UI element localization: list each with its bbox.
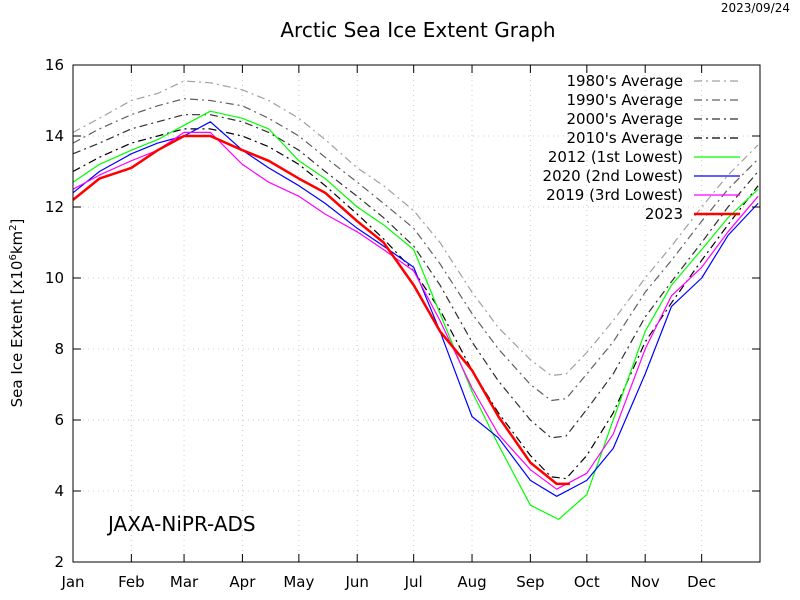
y-tick-label: 2 (54, 553, 64, 571)
chart-title: Arctic Sea Ice Extent Graph (280, 18, 555, 42)
legend-label: 2019 (3rd Lowest) (546, 186, 683, 204)
x-tick-label: Nov (631, 573, 660, 591)
y-tick-label: 16 (45, 56, 64, 74)
legend-label: 2023 (645, 205, 683, 223)
legend-label: 2010's Average (567, 129, 683, 147)
series-line-1980-s-average (72, 80, 759, 377)
x-tick-label: Jan (60, 573, 84, 591)
y-axis-label: Sea Ice Extent [x106km2] (8, 219, 26, 408)
source-annotation: JAXA-NiPR-ADS (106, 512, 256, 536)
y-tick-label: 10 (45, 269, 64, 287)
plot-frame (72, 64, 761, 563)
x-tick-label: Apr (229, 573, 256, 591)
y-tick-label: 4 (54, 482, 64, 500)
x-tick-label: Aug (457, 573, 486, 591)
y-tick-label: 8 (54, 340, 64, 358)
x-tick-label: Feb (118, 573, 145, 591)
legend-label: 2012 (1st Lowest) (548, 148, 683, 166)
y-tick-label: 6 (54, 411, 64, 429)
x-tick-label: Jun (344, 573, 368, 591)
series-line-2012-1st-lowest- (72, 110, 759, 521)
legend-label: 2020 (2nd Lowest) (543, 167, 683, 185)
y-tick-label: 12 (45, 198, 64, 216)
x-tick-label: May (283, 573, 314, 591)
x-tick-label: Sep (516, 573, 544, 591)
legend-label: 1980's Average (567, 72, 683, 90)
legend-label: 1990's Average (567, 91, 683, 109)
series-line-2000-s-average (72, 114, 759, 439)
x-tick-label: Dec (687, 573, 716, 591)
x-tick-label: Mar (170, 573, 199, 591)
series-line-2019-3rd-lowest- (72, 131, 759, 490)
x-tick-label: Oct (574, 573, 600, 591)
legend-label: 2000's Average (567, 110, 683, 128)
series-line-2023 (72, 134, 570, 486)
y-tick-label: 14 (45, 127, 64, 145)
date-stamp: 2023/09/24 (721, 1, 790, 15)
x-tick-label: Jul (404, 573, 423, 591)
